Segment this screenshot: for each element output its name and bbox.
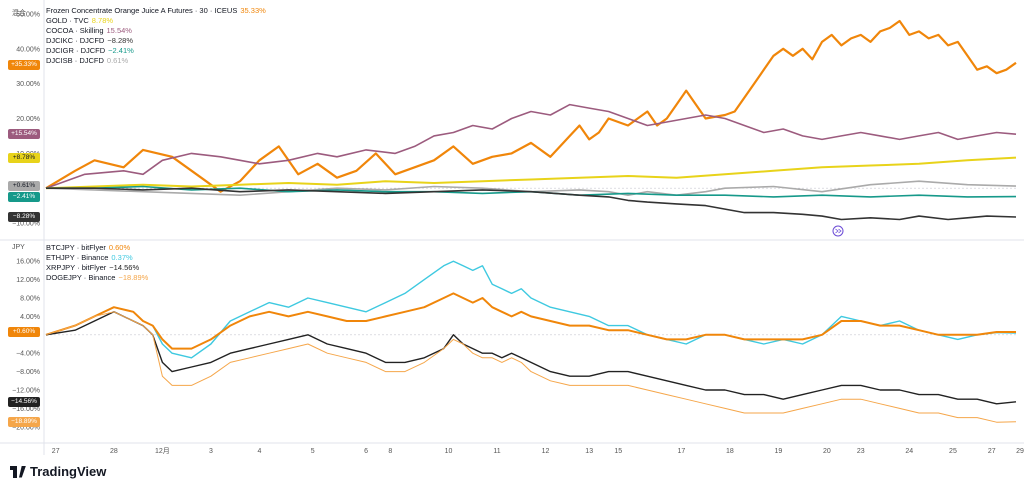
legend-name: BTCJPY · bitFlyer (46, 243, 106, 252)
legend-value: 0.37% (111, 253, 133, 262)
x-tick-label: 12 (542, 448, 550, 455)
x-tick-label: 28 (110, 448, 118, 455)
y-tick-label: 40.00% (16, 46, 40, 53)
legend-name: Frozen Concentrate Orange Juice A Future… (46, 6, 238, 15)
legend-item[interactable]: DJCIKC · DJCFD −8.28% (46, 36, 266, 46)
price-badge: −18.89% (8, 416, 40, 427)
legend-item[interactable]: GOLD · TVC 8.78% (46, 16, 266, 26)
legend-item[interactable]: COCOA · Skilling 15.54% (46, 26, 266, 36)
legend-value: −14.56% (109, 263, 140, 272)
series-line (45, 103, 1017, 189)
top-currency-label: 混合 (12, 10, 26, 17)
x-tick-label: 20 (823, 448, 831, 455)
y-tick-label: −16.00% (12, 406, 40, 413)
legend-item[interactable]: BTCJPY · bitFlyer 0.60% (46, 243, 148, 253)
x-tick-label: 27 (988, 448, 996, 455)
legend-name: DOGEJPY · Binance (46, 273, 116, 282)
tradingview-logo-icon (10, 465, 26, 478)
price-badge: −2.41% (8, 192, 40, 203)
legend-name: XRPJPY · bitFlyer (46, 263, 107, 272)
price-badge: +8.78% (8, 152, 40, 163)
x-tick-label: 29 (1016, 448, 1024, 455)
series-line (45, 292, 1016, 350)
y-tick-label: −4.00% (16, 351, 40, 358)
y-tick-label: 50.00% (16, 12, 40, 19)
y-tick-label: −10.00% (12, 221, 40, 228)
legend-name: COCOA · Skilling (46, 26, 104, 35)
y-tick-label: 8.00% (20, 296, 40, 303)
x-tick-label: 17 (677, 448, 685, 455)
y-tick-label: −20.00% (12, 424, 40, 431)
series-line (45, 180, 1017, 196)
x-tick-label: 11 (493, 448, 500, 455)
x-tick-label: 24 (905, 448, 913, 455)
legend-name: DJCIKC · DJCFD (46, 36, 105, 45)
price-badge: +0.60% (8, 327, 40, 338)
y-tick-label: 30.00% (16, 81, 40, 88)
chevron-right-icon (835, 228, 842, 234)
price-badge: +35.33% (8, 60, 40, 71)
y-tick-label: 20.00% (16, 116, 40, 123)
x-tick-label: 6 (364, 448, 368, 455)
x-tick-label: 25 (949, 448, 957, 455)
legend-item[interactable]: XRPJPY · bitFlyer −14.56% (46, 263, 148, 273)
x-tick-label: 4 (257, 448, 261, 455)
x-tick-label: 8 (388, 448, 392, 455)
y-tick-label: −12.00% (12, 388, 40, 395)
price-badge: −8.28% (8, 212, 40, 223)
legend-value: 8.78% (91, 16, 114, 25)
legend-name: DJCIGR · DJCFD (46, 46, 106, 55)
price-badge: +0.61% (8, 181, 40, 192)
series-line (46, 187, 1017, 221)
legend-value: 15.54% (106, 26, 132, 35)
legend-item[interactable]: ETHJPY · Binance 0.37% (46, 253, 148, 263)
legend-name: DJCISB · DJCFD (46, 56, 104, 65)
legend-value: −8.28% (107, 36, 133, 45)
y-tick-label: 4.00% (20, 314, 40, 321)
series-line (45, 260, 1017, 359)
price-badge: −14.56% (8, 396, 40, 407)
bottom-legend: BTCJPY · bitFlyer 0.60% ETHJPY · Binance 0… (46, 243, 148, 283)
legend-item[interactable]: DOGEJPY · Binance −18.89% (46, 273, 148, 283)
y-tick-label: 16.00% (16, 259, 40, 266)
tradingview-brand[interactable]: TradingView (10, 464, 106, 479)
x-tick-label: 23 (857, 448, 865, 455)
series-line (45, 311, 1017, 423)
y-tick-label: 12.00% (16, 277, 40, 284)
brand-name: TradingView (30, 464, 107, 479)
x-tick-label: 15 (614, 448, 622, 455)
series-line (45, 311, 1017, 405)
price-badge: +15.54% (8, 129, 40, 140)
x-tick-label: 27 (52, 448, 60, 455)
x-tick-label: 10 (445, 448, 453, 455)
x-tick-label: 3 (209, 448, 213, 455)
legend-value: −2.41% (108, 46, 134, 55)
x-tick-label: 12月 (155, 447, 170, 455)
bottom-currency-label: JPY (12, 244, 25, 251)
x-tick-label: 5 (311, 448, 315, 455)
series-line (45, 19, 1017, 193)
legend-item[interactable]: DJCIGR · DJCFD −2.41% (46, 46, 266, 56)
y-tick-label: −8.00% (16, 369, 40, 376)
x-tick-label: 19 (774, 448, 782, 455)
legend-item[interactable]: Frozen Concentrate Orange Juice A Future… (46, 6, 266, 16)
top-legend: Frozen Concentrate Orange Juice A Future… (46, 6, 266, 66)
x-tick-label: 13 (585, 448, 593, 455)
legend-value: −18.89% (118, 273, 149, 282)
series-line (45, 156, 1017, 190)
legend-item[interactable]: DJCISB · DJCFD 0.61% (46, 56, 266, 66)
x-tick-label: 18 (726, 448, 734, 455)
legend-value: 0.61% (106, 56, 129, 65)
legend-name: GOLD · TVC (46, 16, 89, 25)
legend-name: ETHJPY · Binance (46, 253, 109, 262)
legend-value: 35.33% (240, 6, 266, 15)
legend-value: 0.60% (108, 243, 131, 252)
